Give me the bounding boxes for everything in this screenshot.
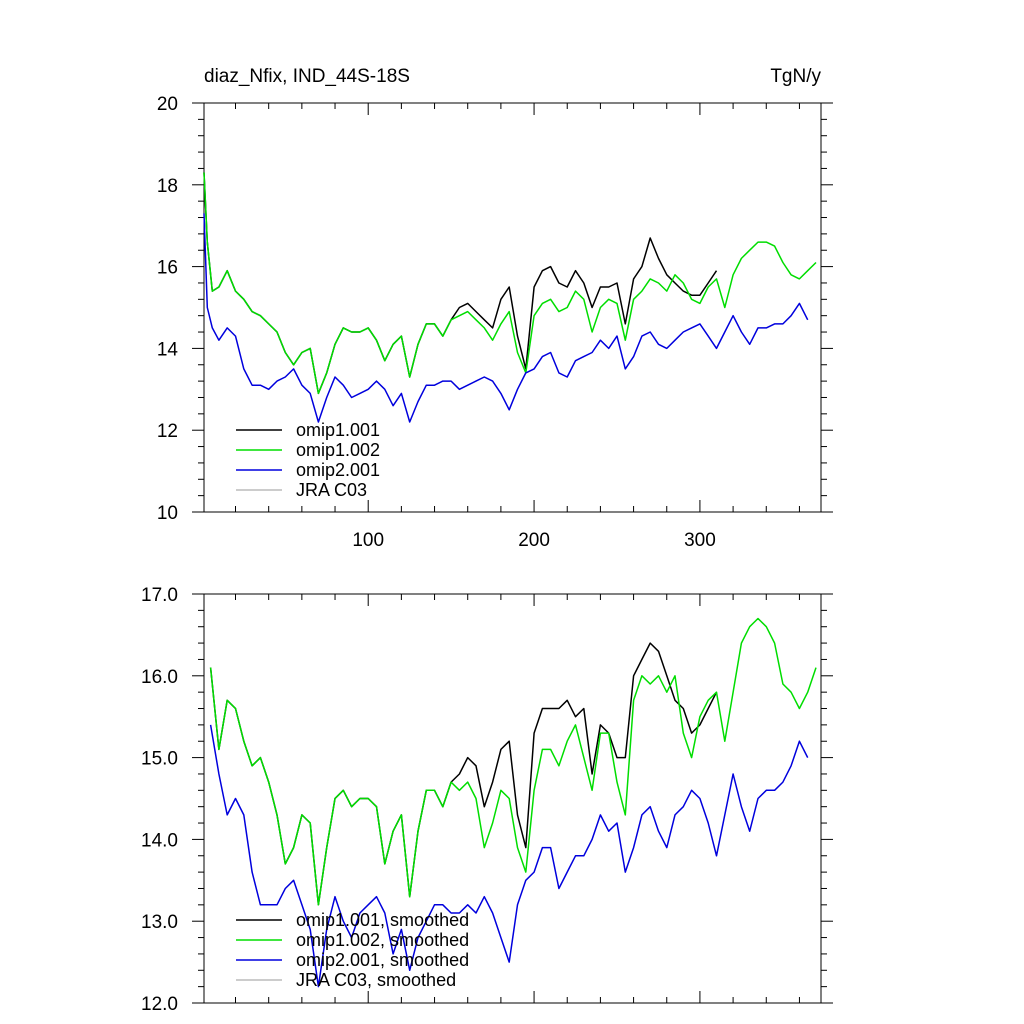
- y-tick-label: 16: [157, 258, 178, 279]
- y-tick-label: 20: [157, 94, 178, 115]
- y-tick-label: 17.0: [141, 585, 178, 606]
- legend-label: omip1.001, smoothed: [296, 910, 469, 930]
- top-plot-frame: [203, 102, 822, 513]
- chart-title-right: TgN/y: [770, 66, 821, 87]
- y-tick-label: 12: [157, 421, 178, 442]
- bottom-series-lines: [209, 617, 817, 988]
- legend-label: JRA C03: [296, 480, 367, 500]
- y-tick-label: 15.0: [141, 749, 178, 770]
- y-tick-label: 14: [157, 339, 179, 360]
- y-tick-label: 12.0: [141, 994, 178, 1015]
- top-series-line-2: [203, 213, 809, 423]
- top-axis-ticks: [192, 102, 833, 513]
- y-tick-label: 14.0: [141, 830, 178, 851]
- y-tick-label: 13.0: [141, 912, 178, 933]
- legend-label: JRA C03, smoothed: [296, 970, 456, 990]
- bottom-panel: 12.0 13.0 14.0 15.0 16.0 17.0 omip1.001, smoo…: [141, 585, 833, 1015]
- top-series-line-1: [203, 172, 817, 395]
- legend-label: omip1.002, smoothed: [296, 930, 469, 950]
- legend-label: omip1.002: [296, 440, 380, 460]
- top-y-tick-labels: 10 12 14 16 18 20: [157, 94, 179, 524]
- legend-label: omip2.001, smoothed: [296, 950, 469, 970]
- bottom-axis-ticks: [192, 593, 833, 1004]
- top-x-tick-labels: 100 200 300: [352, 530, 715, 551]
- bottom-plot-frame: [203, 593, 822, 1004]
- bottom-series-line-2: [209, 724, 809, 988]
- top-series-lines: [203, 172, 817, 423]
- bottom-y-tick-labels: 12.0 13.0 14.0 15.0 16.0 17.0: [141, 585, 178, 1015]
- top-series-line-0: [203, 172, 718, 395]
- chart-title-left: diaz_Nfix, IND_44S-18S: [204, 66, 410, 87]
- y-tick-label: 18: [157, 176, 178, 197]
- x-tick-label: 100: [352, 530, 384, 551]
- y-tick-label: 10: [157, 503, 178, 524]
- y-tick-label: 16.0: [141, 667, 178, 688]
- legend-label: omip1.001: [296, 420, 380, 440]
- x-tick-label: 200: [518, 530, 550, 551]
- x-tick-label: 300: [684, 530, 716, 551]
- bottom-series-line-1: [209, 617, 817, 906]
- bottom-series-line-0: [209, 642, 718, 906]
- legend-label: omip2.001: [296, 460, 380, 480]
- top-panel: 10 12 14 16 18 20 100 200 300 omip1.001omip1.00…: [157, 94, 833, 551]
